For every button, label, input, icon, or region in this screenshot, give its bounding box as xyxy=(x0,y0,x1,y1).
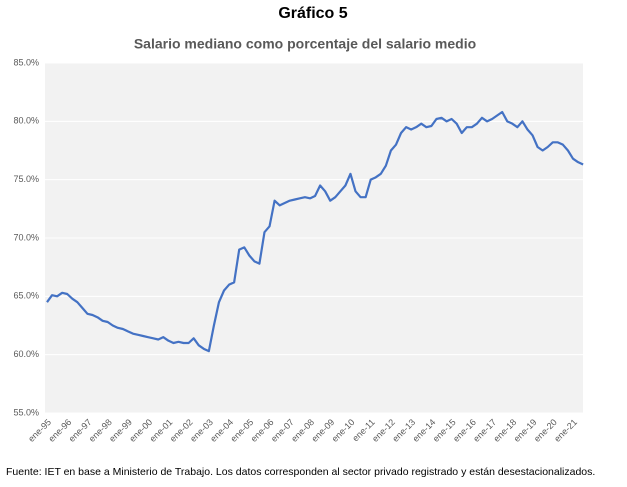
data-line xyxy=(46,110,584,353)
chart-subtitle: Salario mediano como porcentaje del sala… xyxy=(134,36,476,52)
y-tick-label: 60.0% xyxy=(13,349,39,359)
y-tick-label: 75.0% xyxy=(13,174,39,184)
x-tick-label: ene-21 xyxy=(552,417,579,444)
y-tick-label: 85.0% xyxy=(13,57,39,67)
y-tick-label: 80.0% xyxy=(13,116,39,126)
source-note: Fuente: IET en base a Ministerio de Trab… xyxy=(6,466,595,478)
y-tick-label: 65.0% xyxy=(13,291,39,301)
y-tick-label: 70.0% xyxy=(13,232,39,242)
chart-title: Gráfico 5 xyxy=(278,5,347,22)
y-tick-label: 55.0% xyxy=(13,407,39,417)
